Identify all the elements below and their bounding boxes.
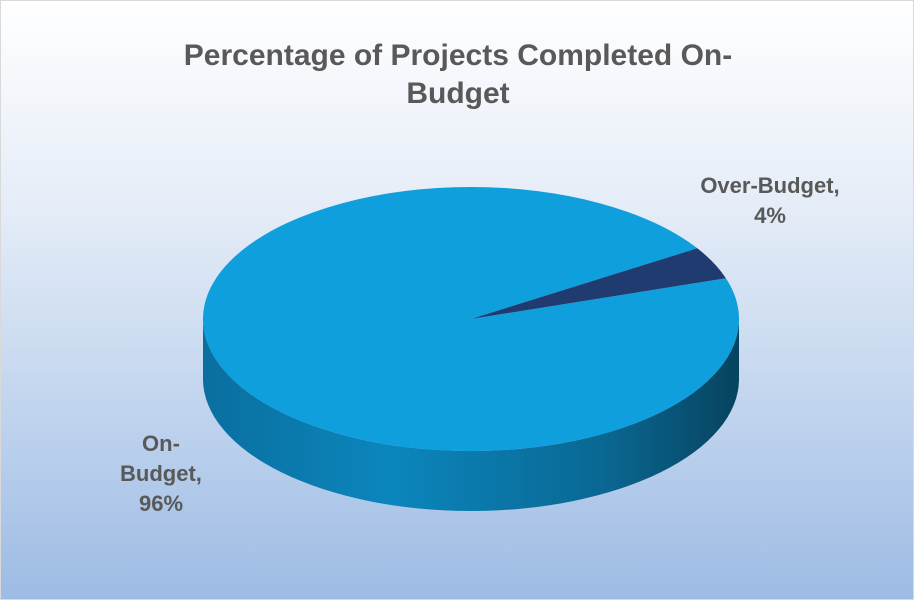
pie-slice — [471, 248, 726, 319]
data-label: Over-Budget, 4% — [700, 173, 840, 228]
pie-side — [203, 319, 739, 511]
data-label: On-Budget, 96% — [120, 431, 202, 516]
chart-title: Percentage of Projects Completed On-Budg… — [183, 39, 733, 110]
